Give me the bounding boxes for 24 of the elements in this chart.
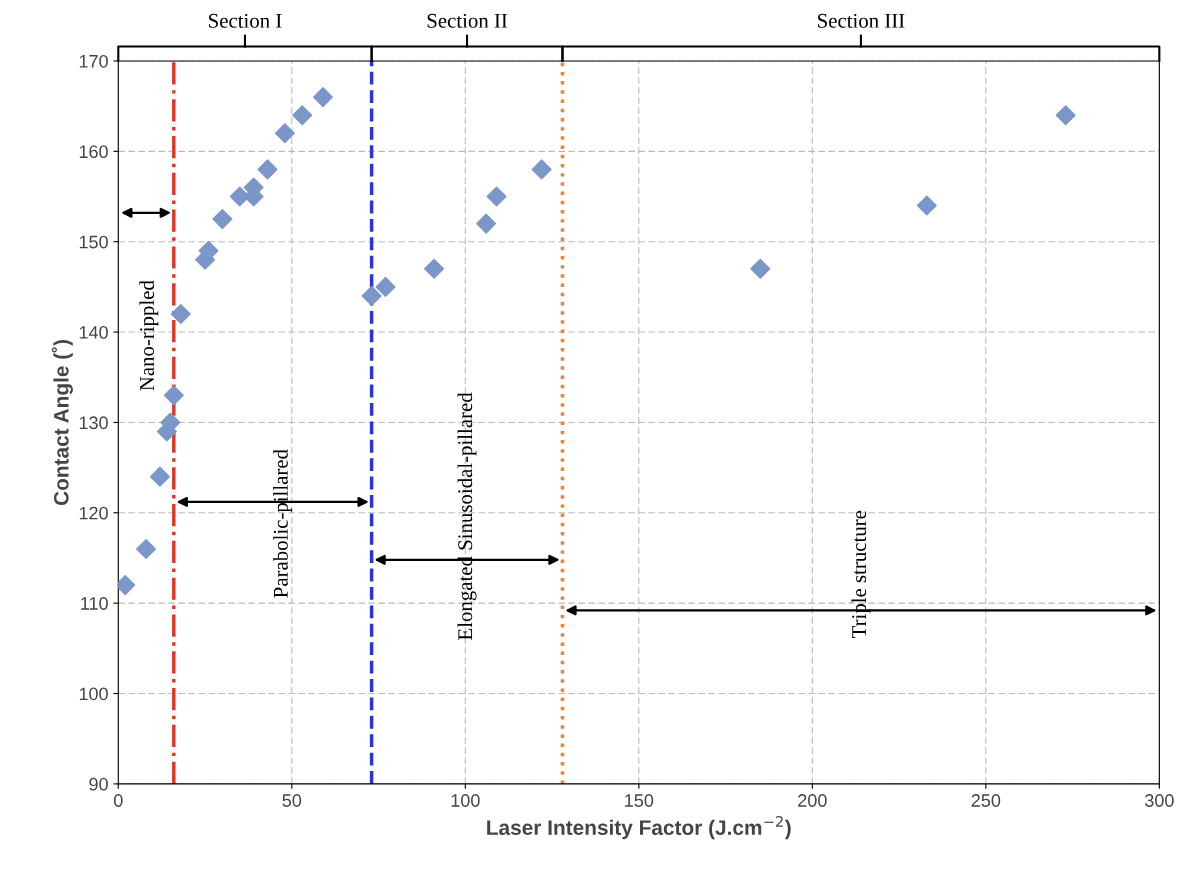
y-tick-label: 130	[79, 416, 108, 430]
y-tick-label: 160	[79, 145, 108, 159]
x-tick-label: 150	[625, 794, 654, 807]
y-tick-label: 150	[79, 235, 108, 249]
y-tick-label: 100	[79, 687, 108, 701]
y-tick-label: 140	[79, 326, 108, 339]
y-tick-label: 170	[79, 54, 108, 68]
x-tick-label: 300	[1144, 794, 1174, 807]
x-tick-label: 50	[282, 794, 302, 807]
y-tick-label: 90	[89, 777, 108, 791]
text: Section II	[427, 13, 508, 28]
annotation: Elongated Sinusoidal-pillared	[457, 392, 477, 640]
x-tick-label: 0	[113, 794, 123, 807]
text: Section III	[818, 13, 905, 28]
y-tick-label: 120	[79, 506, 108, 520]
y-axis-title: Contact Angle (˚)	[51, 339, 73, 506]
x-tick-label: 100	[451, 794, 480, 807]
annotation: Nano-rippled	[139, 280, 159, 391]
x-tick-label: 200	[798, 794, 827, 807]
text: Section I	[209, 13, 282, 28]
annotation: Parabolic-pillared	[273, 449, 293, 598]
y-tick-label: 110	[81, 597, 108, 610]
x-tick-label: 250	[971, 794, 1001, 807]
x-axis-title: Laser Intensity Factor (J.cm$^{−2}$)	[487, 816, 791, 840]
